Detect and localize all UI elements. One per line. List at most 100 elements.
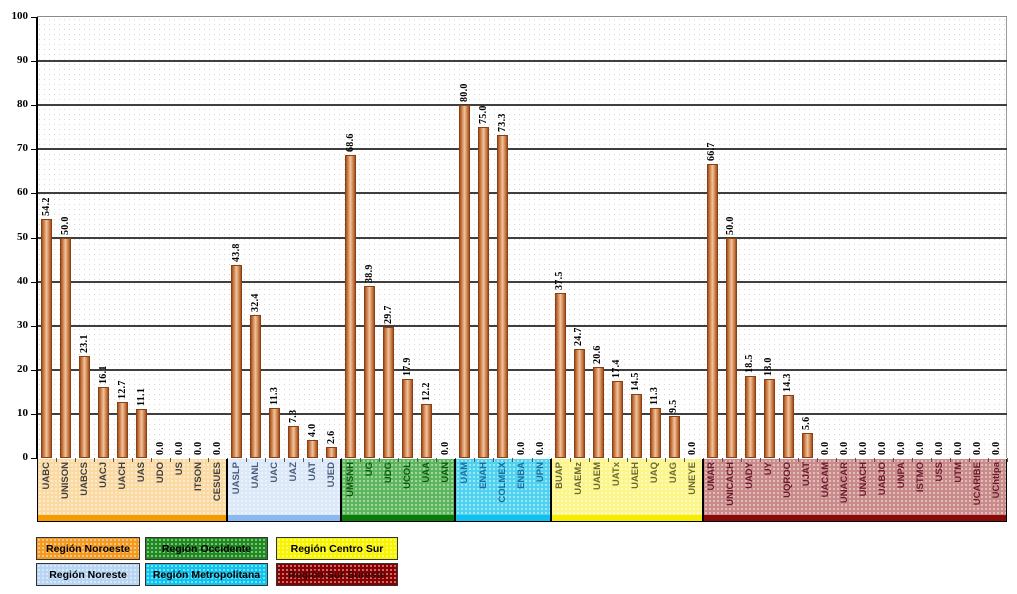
gridline	[37, 148, 1007, 151]
category-label: ENBA	[516, 462, 527, 489]
category-label: UAS	[135, 462, 147, 483]
bar	[478, 127, 490, 458]
category-label: UABC	[40, 462, 52, 490]
bar	[136, 409, 148, 458]
x-tick	[151, 458, 153, 462]
bar	[630, 394, 642, 458]
legend-item: Región Metropolitana	[145, 563, 268, 586]
value-label: 0.0	[972, 441, 984, 455]
value-label: 50.0	[59, 215, 71, 235]
value-label: 32.4	[249, 293, 261, 313]
x-tick	[132, 458, 134, 462]
value-label: 0.0	[535, 441, 547, 455]
y-tick	[31, 281, 37, 283]
legend-item: Región Sur Sureste	[276, 563, 398, 586]
category-label: UNPA	[896, 462, 908, 489]
value-label: 54.2	[40, 197, 52, 216]
value-label: 50.0	[725, 215, 737, 235]
category-label: UACJ	[97, 462, 109, 488]
value-label: 0.0	[858, 441, 870, 455]
value-label: 16.1	[97, 365, 109, 384]
region-strip	[342, 515, 455, 521]
bar	[307, 440, 319, 458]
category-label: UY	[763, 462, 775, 476]
region-band	[37, 459, 228, 522]
bar	[345, 155, 357, 458]
bar	[592, 367, 604, 458]
x-tick	[246, 458, 248, 462]
x-tick	[379, 458, 381, 462]
category-label: UNICACH	[725, 462, 737, 506]
y-tick-label: 90	[17, 54, 28, 67]
bar	[668, 416, 680, 458]
x-tick	[721, 458, 723, 462]
category-label: UABCS	[78, 462, 90, 496]
x-tick	[94, 458, 96, 462]
value-label: 0.0	[516, 441, 527, 455]
category-label: UAT	[306, 462, 318, 481]
y-tick	[31, 458, 37, 459]
y-tick-label: 20	[17, 362, 28, 375]
x-tick	[113, 458, 115, 462]
value-label: 7.3	[287, 409, 299, 423]
gridline	[37, 16, 1007, 17]
x-tick	[930, 458, 932, 462]
y-tick	[31, 369, 37, 371]
value-label: 73.3	[496, 113, 508, 132]
category-label: UPN	[535, 462, 547, 483]
x-tick	[436, 458, 438, 462]
bar	[421, 404, 433, 458]
category-label: UACH	[116, 462, 128, 490]
bar	[725, 237, 737, 458]
category-label: UJAT	[801, 462, 813, 487]
value-label: 66.7	[706, 142, 718, 161]
category-label: UNACH	[858, 462, 870, 497]
value-label: 0.0	[915, 441, 927, 455]
category-label: UChtlpa	[991, 462, 1003, 499]
region-band	[702, 459, 1007, 522]
value-label: 11.3	[649, 387, 661, 406]
gridline	[37, 104, 1007, 107]
y-tick	[31, 193, 37, 195]
value-label: 17.9	[401, 357, 413, 377]
x-tick	[322, 458, 324, 462]
category-label: UAEH	[630, 462, 642, 489]
x-tick	[208, 458, 210, 462]
x-tick	[512, 458, 514, 462]
x-tick	[968, 458, 970, 462]
bar	[250, 315, 262, 458]
category-label: UAN	[439, 462, 451, 483]
value-label: 29.7	[382, 305, 394, 325]
category-label: UADY	[744, 462, 756, 489]
bar	[117, 401, 129, 458]
category-label: UATx	[611, 462, 623, 487]
category-label: UABJO	[877, 462, 889, 496]
region-band	[227, 459, 342, 522]
x-tick	[75, 458, 77, 462]
value-label: 80.0	[458, 83, 470, 103]
x-tick	[797, 458, 799, 462]
category-label: ISTMO	[915, 462, 927, 493]
x-tick	[854, 458, 856, 462]
x-tick	[569, 458, 571, 462]
value-label: 11.3	[268, 387, 280, 406]
bar	[706, 163, 718, 458]
y-tick-label: 100	[11, 10, 29, 22]
value-label: 9.5	[668, 399, 680, 414]
y-tick-label: 70	[17, 142, 28, 155]
category-label: US	[173, 462, 185, 476]
value-label: 38.9	[363, 264, 375, 284]
x-tick	[303, 458, 305, 462]
value-label: 0.0	[687, 441, 699, 455]
x-tick	[664, 458, 666, 462]
category-label: UG	[363, 462, 375, 477]
value-label: 17.4	[611, 359, 623, 379]
y-tick	[31, 17, 37, 18]
category-label: UASLP	[230, 462, 242, 495]
bar	[231, 264, 243, 458]
value-label: 14.3	[782, 373, 794, 392]
value-label: 14.5	[630, 372, 642, 392]
category-label: UAEMz	[573, 462, 585, 495]
bar	[782, 394, 794, 458]
bar	[79, 356, 91, 458]
